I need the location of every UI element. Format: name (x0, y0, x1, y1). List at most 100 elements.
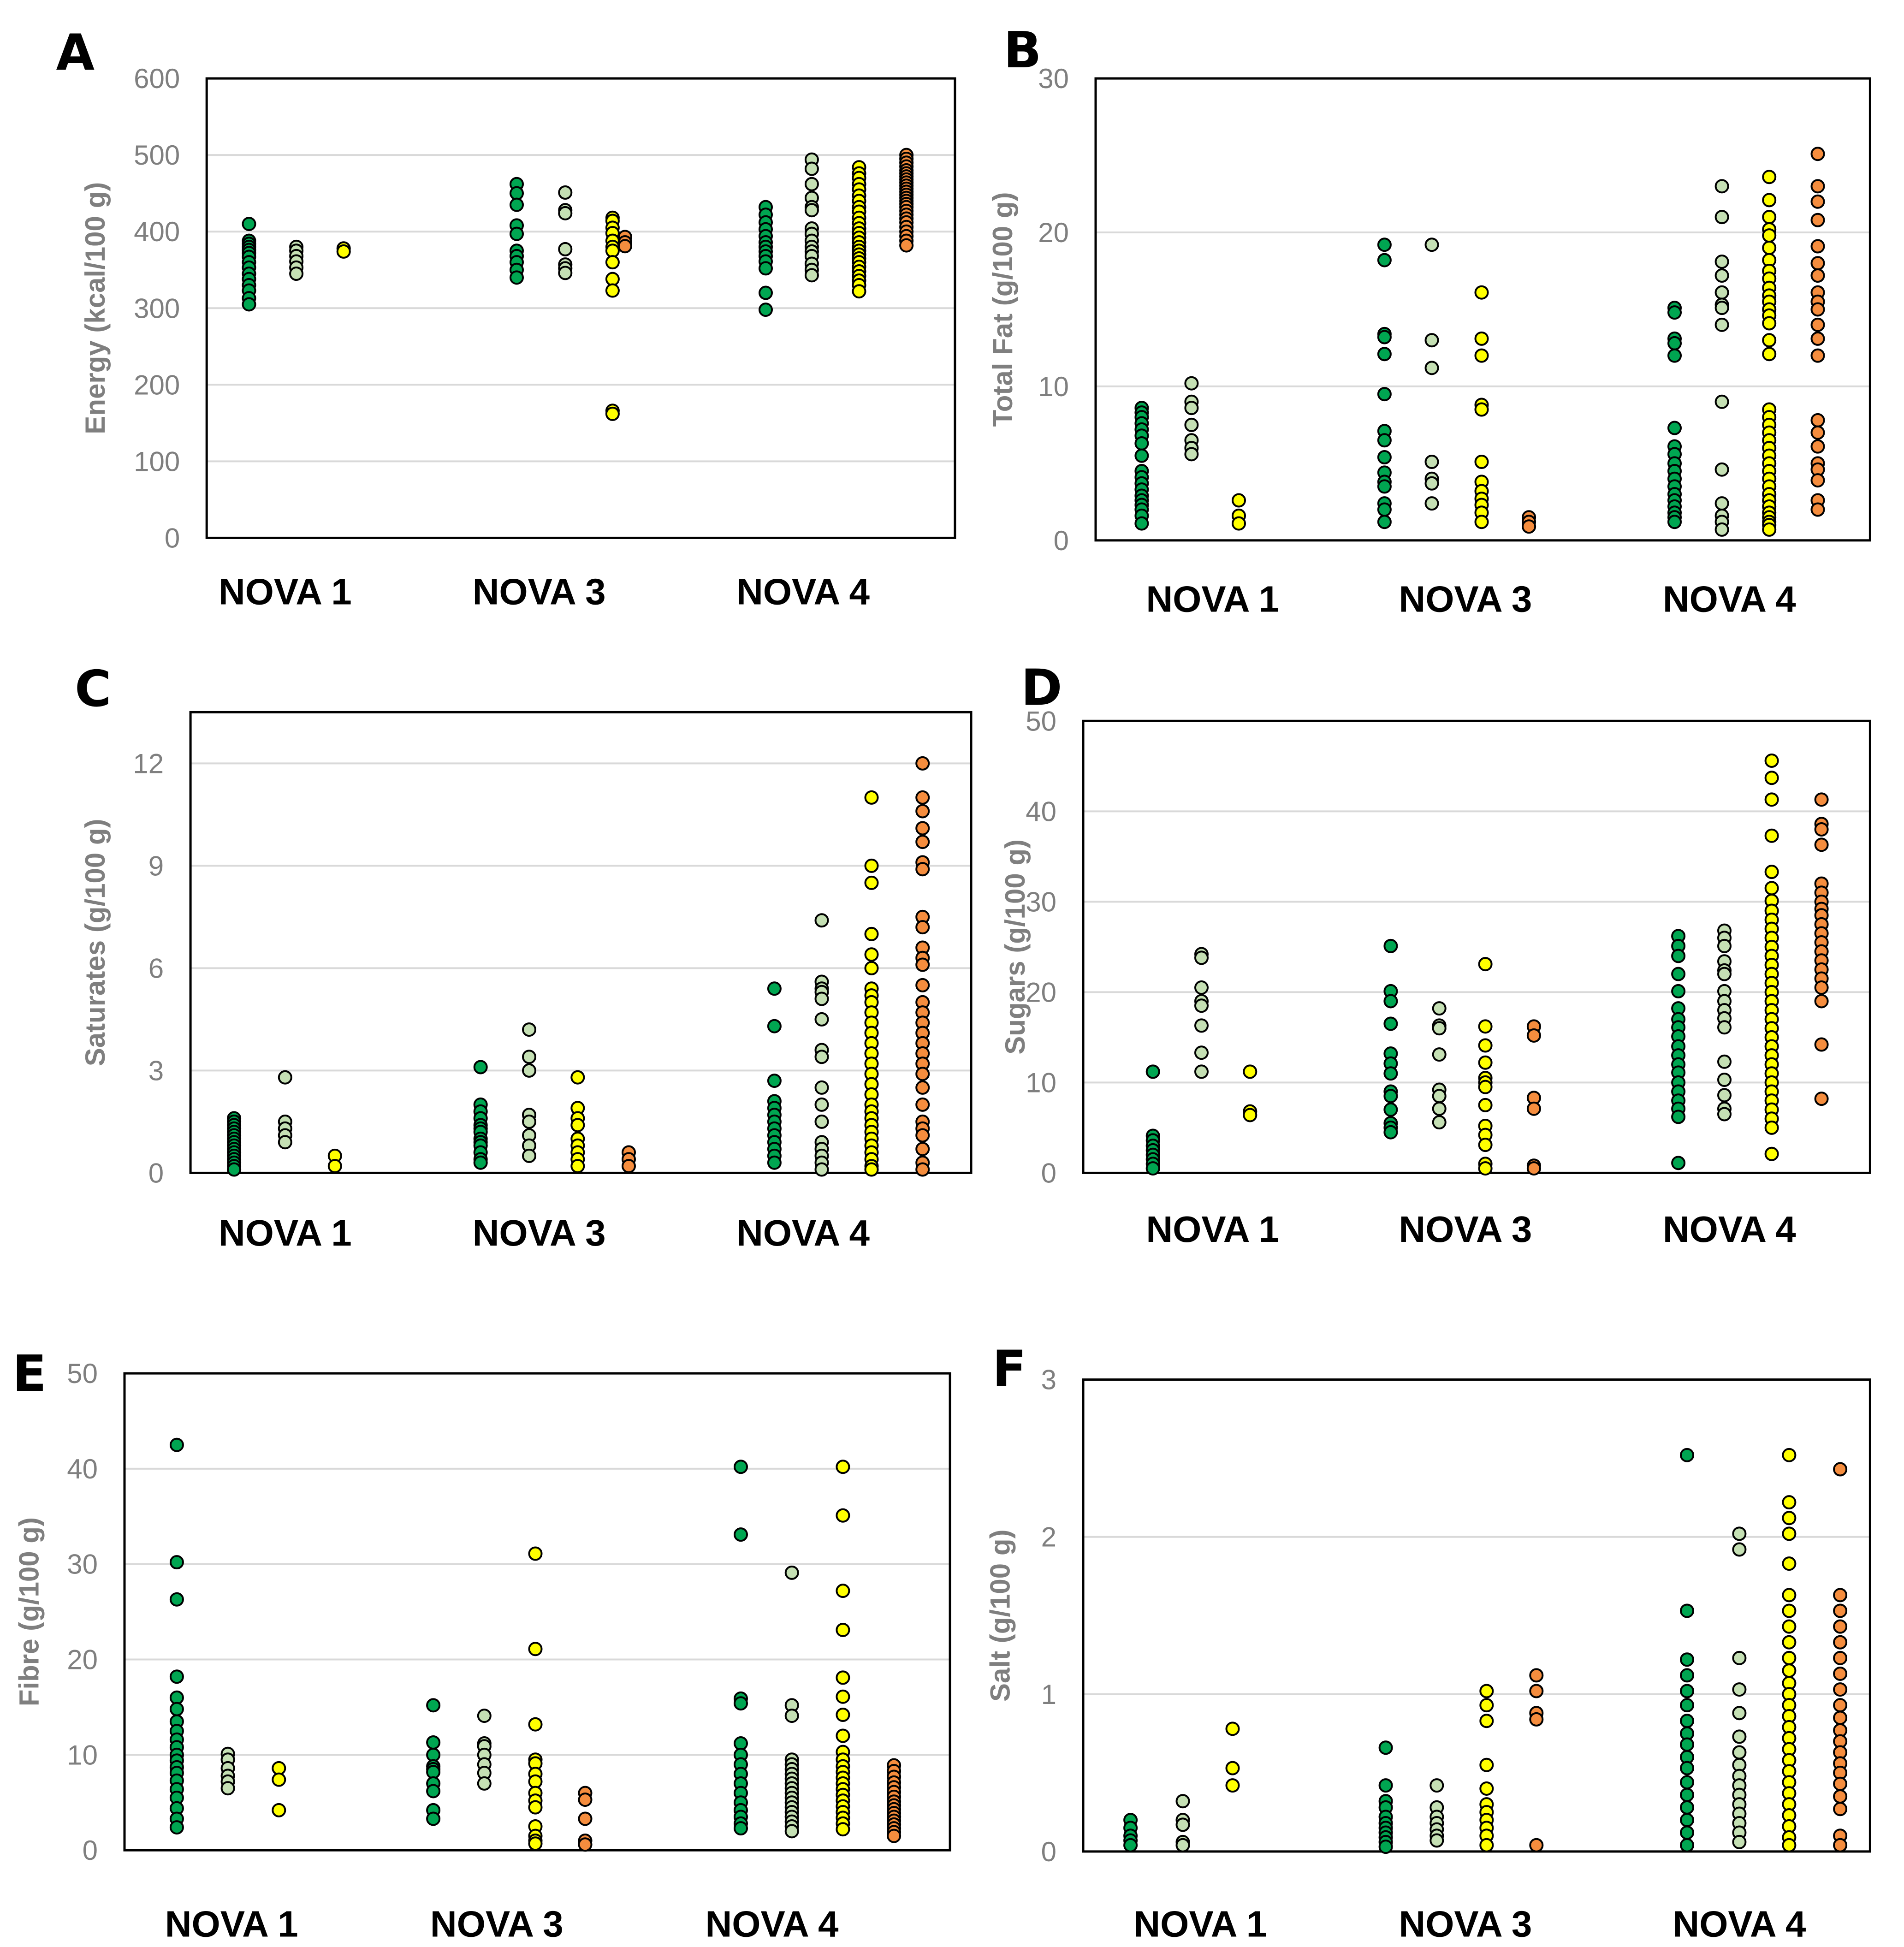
data-point (272, 1772, 286, 1787)
data-point (1810, 348, 1825, 363)
data-point (1732, 1745, 1747, 1760)
data-point (915, 1142, 930, 1157)
y-tick-label: 20 (1026, 977, 1056, 1008)
data-point (1474, 455, 1489, 469)
y-tick-label: 100 (134, 446, 180, 477)
data-point (1762, 210, 1777, 225)
data-point (836, 1708, 850, 1722)
data-point (1680, 1737, 1694, 1752)
data-point (1424, 455, 1439, 469)
data-point (1732, 1682, 1747, 1697)
data-point (1717, 967, 1732, 981)
data-point (1243, 1064, 1257, 1079)
data-point (864, 858, 879, 873)
data-point (1194, 1018, 1209, 1033)
data-point (1833, 1635, 1848, 1650)
data-point (767, 1074, 782, 1088)
data-point (814, 1114, 829, 1129)
data-point (1478, 1019, 1493, 1034)
data-point (1810, 194, 1825, 209)
data-point (1833, 1698, 1848, 1713)
data-point (1526, 1161, 1541, 1176)
group-label: NOVA 1 (1146, 1209, 1279, 1250)
data-point (1479, 1684, 1494, 1698)
data-point (1764, 754, 1779, 768)
data-point (289, 267, 304, 281)
data-point (1732, 1706, 1747, 1721)
data-point (1814, 822, 1829, 837)
data-point (836, 1822, 850, 1837)
data-point (1782, 1650, 1797, 1665)
data-point (1225, 1721, 1240, 1736)
group-label: NOVA 1 (165, 1904, 298, 1945)
data-point (327, 1159, 342, 1174)
group-label: NOVA 4 (1663, 579, 1796, 620)
data-point (1764, 828, 1779, 843)
data-point (169, 1820, 184, 1835)
data-point (1762, 347, 1777, 362)
data-point (1717, 938, 1732, 953)
data-point (1714, 210, 1729, 225)
data-point (1680, 1684, 1694, 1698)
data-point (1479, 1757, 1494, 1772)
data-point (1383, 994, 1398, 1009)
data-point (1732, 1729, 1747, 1744)
data-point (1432, 1047, 1447, 1062)
data-point (278, 1070, 292, 1085)
data-point (1717, 1072, 1732, 1087)
data-point (1671, 949, 1686, 963)
data-point (1667, 305, 1682, 320)
data-point (1680, 1652, 1694, 1667)
data-point (1479, 1838, 1494, 1852)
data-point (1424, 333, 1439, 348)
panel-letter: D (1021, 659, 1062, 717)
y-tick-label: 1 (1041, 1679, 1056, 1710)
group-label: NOVA 3 (430, 1904, 563, 1945)
data-point (1833, 1588, 1848, 1603)
data-point (864, 1162, 879, 1177)
data-point (1833, 1789, 1848, 1804)
data-point (1782, 1663, 1797, 1678)
y-tick-label: 0 (1041, 1158, 1056, 1188)
data-point (814, 1012, 829, 1027)
data-point (1424, 496, 1439, 511)
data-point (1714, 317, 1729, 332)
plot-area (1082, 719, 1871, 1174)
data-point (804, 268, 819, 283)
data-point (528, 1836, 543, 1851)
y-tick-label: 6 (148, 953, 164, 984)
data-point (522, 1050, 536, 1064)
y-tick-label: 2 (1041, 1522, 1056, 1553)
data-point (169, 1437, 184, 1452)
data-point (767, 1019, 782, 1033)
data-point (1377, 330, 1392, 344)
y-axis-title: Total Fat (g/100 g) (987, 192, 1018, 427)
data-point (169, 1592, 184, 1607)
data-point (1782, 1495, 1797, 1510)
data-point (836, 1508, 850, 1523)
data-point (915, 1128, 930, 1143)
data-point (734, 1460, 748, 1474)
data-point (915, 756, 930, 771)
data-point (1680, 1698, 1694, 1713)
chart-panel-b: B 0 10 20 30 Total Fat (g/100 g) NOVA 1 NOVA 3 N… (987, 22, 1871, 620)
data-point (1432, 1021, 1447, 1036)
data-point (1175, 1794, 1190, 1809)
data-point (804, 177, 819, 191)
group-label: NOVA 3 (1399, 1904, 1532, 1945)
group-label: NOVA 4 (1663, 1209, 1796, 1250)
data-point (1134, 516, 1149, 531)
data-point (605, 406, 620, 421)
data-point (804, 161, 819, 176)
group-label: NOVA 1 (1146, 579, 1279, 620)
data-point (1782, 1635, 1797, 1650)
data-point (915, 804, 930, 819)
data-point (784, 1565, 799, 1580)
data-point (1810, 256, 1825, 271)
data-point (1424, 237, 1439, 252)
data-point (522, 1022, 536, 1037)
data-point (1378, 1778, 1393, 1793)
data-point (814, 1080, 829, 1095)
data-point (1377, 502, 1392, 517)
data-point (510, 270, 524, 285)
